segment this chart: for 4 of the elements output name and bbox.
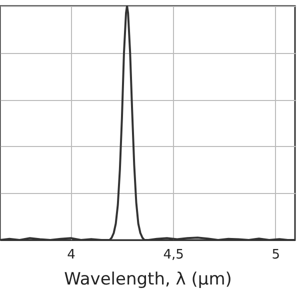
x-tick-label: 4 [67, 248, 76, 262]
x-tick-label: 4,5 [163, 248, 184, 262]
x-axis-title: Wavelength, λ (μm) [64, 270, 232, 290]
x-tick-label: 5 [272, 248, 280, 262]
